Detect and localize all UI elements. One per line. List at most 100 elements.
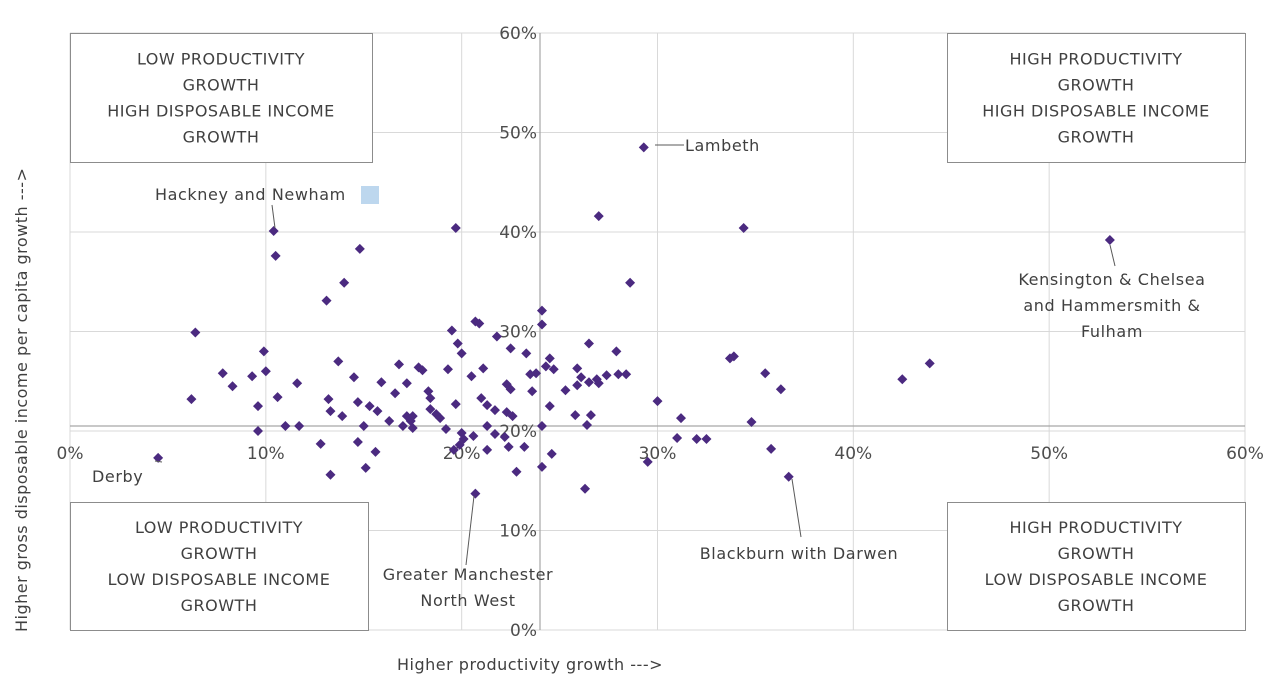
data-point xyxy=(352,436,363,447)
quadrant-label-line: LOW PRODUCTIVITY xyxy=(137,50,305,69)
data-point xyxy=(548,364,559,375)
data-point xyxy=(482,444,493,455)
data-point xyxy=(260,366,271,377)
data-point xyxy=(333,356,344,367)
data-point xyxy=(470,488,481,499)
data-point xyxy=(186,394,197,405)
data-point xyxy=(272,392,283,403)
x-tick-label: 60% xyxy=(1226,444,1264,464)
y-tick-label: 30% xyxy=(499,323,537,343)
x-tick-label: 10% xyxy=(247,444,285,464)
data-point xyxy=(325,469,336,480)
leader-line xyxy=(791,478,802,538)
y-tick-label: 50% xyxy=(499,124,537,144)
quadrant-label-line: HIGH DISPOSABLE INCOME xyxy=(107,102,335,121)
data-point xyxy=(423,386,434,397)
annotation-label: Lambeth xyxy=(685,136,760,155)
data-point xyxy=(417,365,428,376)
data-point xyxy=(1104,234,1115,245)
data-point xyxy=(292,378,303,389)
x-tick-labels: 0% 10% 20% 30% 40% 50% 60% xyxy=(57,444,1264,464)
data-point xyxy=(613,369,624,380)
quadrant-label-line: GROWTH xyxy=(183,76,260,95)
quadrant-label-line: GROWTH xyxy=(181,544,258,563)
data-point xyxy=(247,371,258,382)
data-point xyxy=(638,142,649,153)
quadrant-label-line: GROWTH xyxy=(1058,544,1135,563)
data-point xyxy=(476,393,487,404)
data-point xyxy=(582,420,592,431)
annotation-label: North West xyxy=(420,591,515,610)
data-point xyxy=(441,424,451,435)
data-point xyxy=(407,411,418,422)
data-point xyxy=(425,404,436,415)
annotation: Hackney and Newham xyxy=(155,185,379,229)
data-point xyxy=(360,462,371,473)
data-point xyxy=(348,372,359,383)
annotation-label: and Hammersmith & xyxy=(1023,296,1200,315)
data-point xyxy=(482,400,493,411)
annotation-label: Derby xyxy=(92,467,143,486)
y-tick-label: 60% xyxy=(499,24,537,44)
data-point xyxy=(676,413,686,424)
data-point xyxy=(521,348,532,359)
data-point xyxy=(585,410,596,421)
data-point xyxy=(489,405,500,416)
data-point xyxy=(642,456,653,467)
quadrant-boxes: LOW PRODUCTIVITY GROWTH HIGH DISPOSABLE IN… xyxy=(70,33,1246,631)
data-point xyxy=(505,384,516,395)
data-point xyxy=(217,368,228,379)
annotation: Blackburn with Darwen xyxy=(700,478,899,563)
data-point xyxy=(446,325,457,336)
data-point xyxy=(450,399,461,410)
data-point xyxy=(503,441,514,452)
data-point xyxy=(352,397,363,408)
quadrant-box-top-left: LOW PRODUCTIVITY GROWTH HIGH DISPOSABLE IN… xyxy=(70,33,373,163)
leader-line xyxy=(1109,244,1116,267)
data-point xyxy=(394,359,404,370)
quadrant-label-line: GROWTH xyxy=(183,128,260,147)
data-point xyxy=(576,372,587,383)
data-point xyxy=(280,421,291,432)
leader-line xyxy=(154,460,163,463)
data-point xyxy=(728,351,739,362)
data-point xyxy=(466,371,477,382)
data-point xyxy=(540,361,551,372)
data-point xyxy=(560,385,571,396)
data-point xyxy=(390,388,401,399)
data-point xyxy=(253,426,263,436)
leader-line xyxy=(271,204,276,229)
data-point xyxy=(544,401,555,412)
data-point xyxy=(384,416,395,427)
axes xyxy=(70,33,1245,630)
annotation-label: Blackburn with Darwen xyxy=(700,544,899,563)
quadrant-label-line: HIGH DISPOSABLE INCOME xyxy=(982,102,1210,121)
annotation-label: Greater Manchester xyxy=(383,565,553,584)
data-point xyxy=(746,417,757,428)
data-point xyxy=(583,338,594,349)
annotation-label: Hackney and Newham xyxy=(155,185,346,204)
data-point xyxy=(323,394,334,405)
data-point xyxy=(491,331,502,342)
annotation: Greater Manchester North West xyxy=(383,495,553,610)
data-point xyxy=(337,411,348,422)
data-point xyxy=(397,421,408,432)
data-point xyxy=(253,401,263,412)
data-point xyxy=(268,226,279,237)
data-point xyxy=(583,377,594,388)
text-highlight xyxy=(361,186,379,204)
data-point xyxy=(270,250,281,261)
data-point xyxy=(153,452,164,463)
data-point xyxy=(897,374,908,385)
data-point xyxy=(294,421,305,432)
data-point xyxy=(482,421,493,432)
quadrant-label-line: LOW DISPOSABLE INCOME xyxy=(108,570,331,589)
x-tick-label: 0% xyxy=(57,444,84,464)
data-point xyxy=(372,406,383,417)
data-point xyxy=(407,423,418,434)
y-tick-label: 40% xyxy=(499,223,537,243)
data-point xyxy=(456,348,467,359)
data-point xyxy=(593,211,604,222)
data-point xyxy=(450,223,461,234)
